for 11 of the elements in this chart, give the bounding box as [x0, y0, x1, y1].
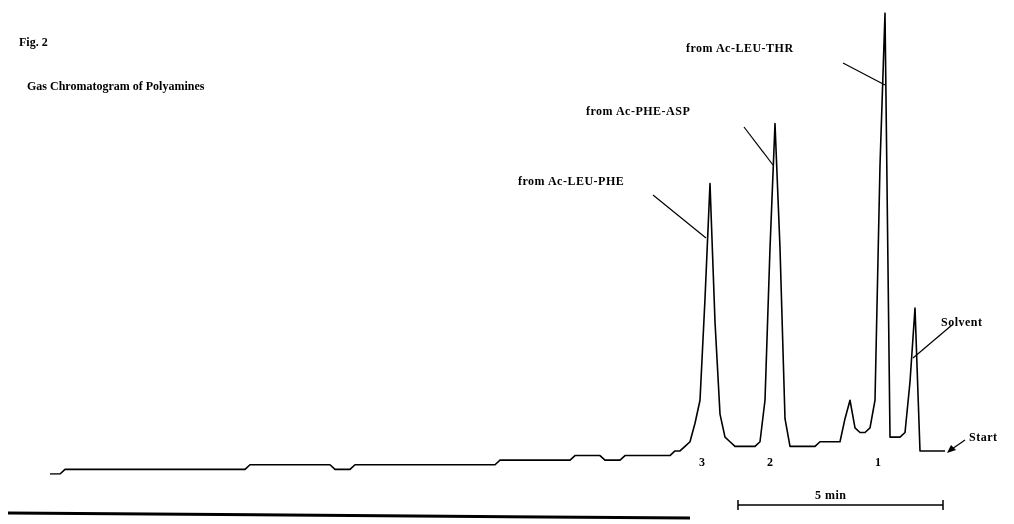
annotation: 1: [875, 455, 882, 469]
annotation: from Ac-LEU-THR: [686, 41, 794, 55]
text: Fig. 2: [19, 35, 48, 49]
annotation: from Ac-PHE-ASP: [586, 104, 691, 118]
annotation: 3: [699, 455, 706, 469]
annotation: from Ac-LEU-PHE: [518, 174, 625, 188]
text: Gas Chromatogram of Polyamines: [27, 79, 205, 93]
text: 5 min: [815, 488, 847, 502]
text: Start: [969, 430, 998, 444]
annotation: 2: [767, 455, 774, 469]
annotation: Solvent: [941, 315, 983, 329]
